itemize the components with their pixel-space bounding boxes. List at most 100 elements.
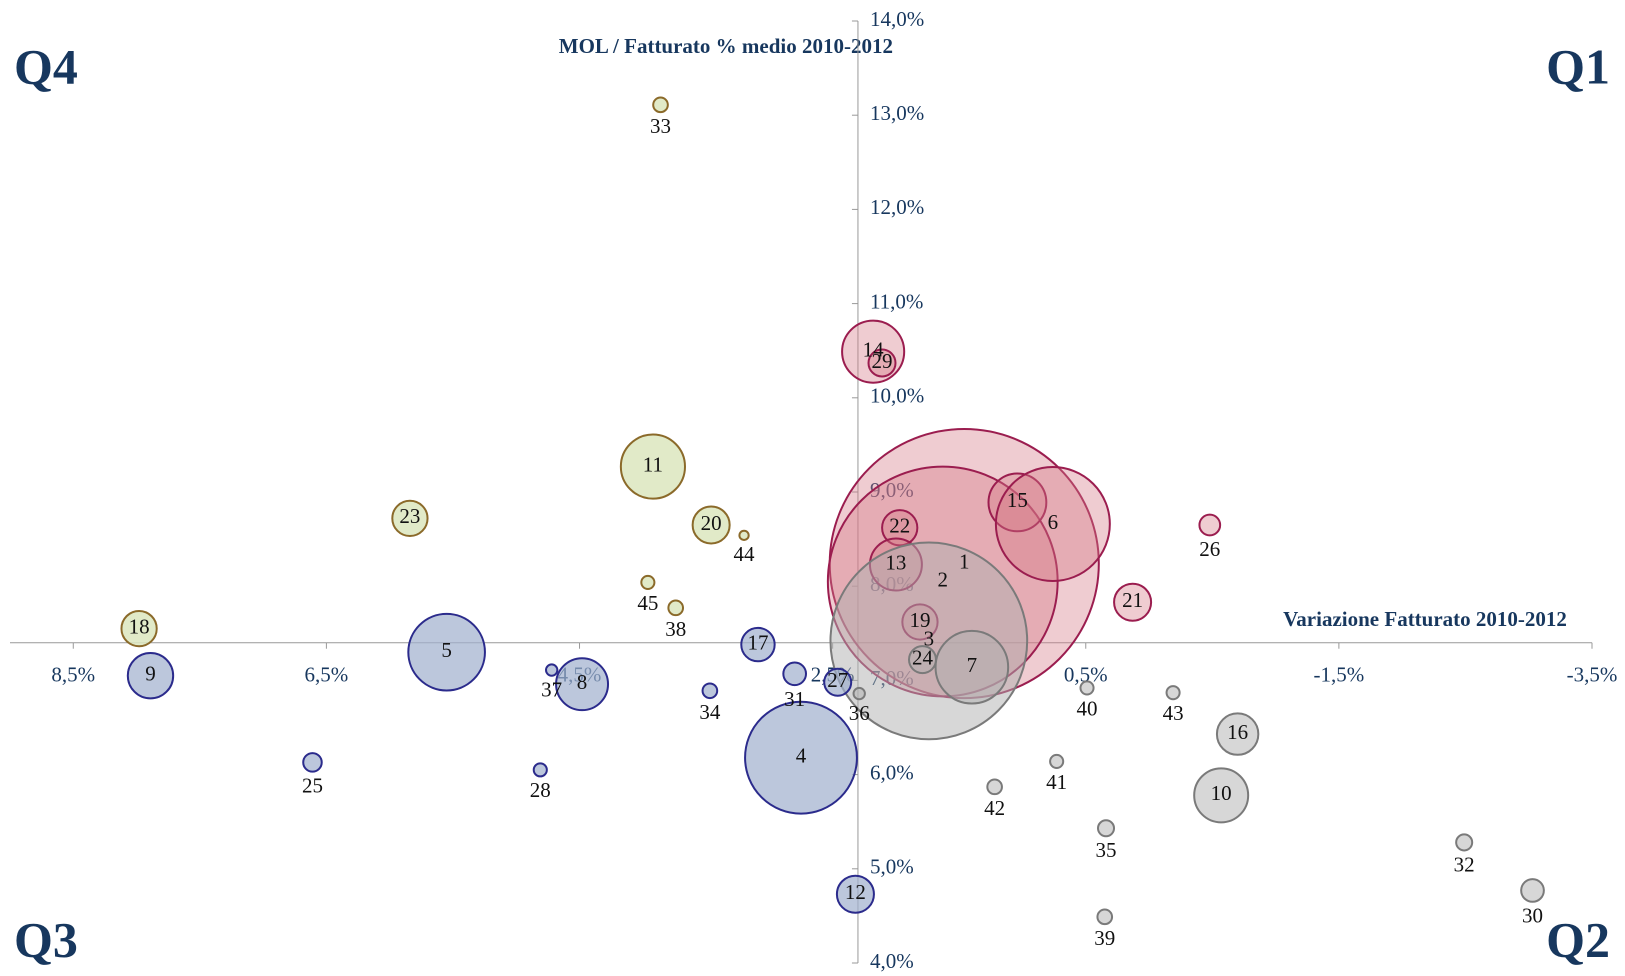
bubble-label: 9 <box>145 662 156 686</box>
bubble-label: 4 <box>796 743 807 767</box>
bubble-label: 12 <box>845 880 866 904</box>
bubble-label: 15 <box>1007 488 1028 512</box>
bubble <box>823 667 853 697</box>
bubble-label: 18 <box>129 614 150 638</box>
bubble <box>1193 767 1250 824</box>
bubble <box>391 499 429 538</box>
x-tick-label: 6,5% <box>305 663 349 687</box>
bubble <box>835 874 875 914</box>
x-axis-title: Variazione Fatturato 2010-2012 <box>1283 607 1567 631</box>
quadrant-label: Q3 <box>14 911 78 967</box>
bubble-label: 10 <box>1211 781 1232 805</box>
x-tick-label: -3,5% <box>1567 663 1618 687</box>
bubble <box>1113 582 1153 622</box>
bubble <box>1520 878 1545 903</box>
y-tick-label: 11,0% <box>870 289 923 313</box>
bubble-label: 36 <box>849 701 870 725</box>
bubble <box>1215 712 1260 756</box>
y-tick-label: 6,0% <box>870 760 914 784</box>
bubble <box>691 505 731 545</box>
bubble-label: 20 <box>701 511 722 535</box>
y-tick-label: 13,0% <box>870 101 924 125</box>
bubble-label: 11 <box>643 452 663 476</box>
bubble-label: 45 <box>637 591 658 615</box>
bubble-label: 21 <box>1122 588 1143 612</box>
bubble <box>1096 819 1116 838</box>
quadrant-label: Q2 <box>1546 911 1610 967</box>
bubble-label: 2 <box>937 567 948 591</box>
bubble <box>994 466 1111 583</box>
bubble-label: 34 <box>699 700 721 724</box>
bubble <box>640 574 656 590</box>
bubble-label: 28 <box>530 778 551 802</box>
bubble <box>407 612 486 692</box>
bubble <box>934 629 1010 705</box>
bubble <box>852 686 866 701</box>
quadrant-label: Q4 <box>14 38 78 94</box>
bubble-label: 3 <box>924 627 935 651</box>
bubble-label: 37 <box>541 678 562 702</box>
bubble-label: 33 <box>650 114 671 138</box>
bubble-label: 29 <box>871 349 892 373</box>
bubble-label: 35 <box>1096 838 1117 862</box>
bubble <box>782 661 808 687</box>
y-tick-label: 4,0% <box>870 949 914 973</box>
y-tick-label: 9,0% <box>870 478 914 502</box>
y-tick-label: 14,0% <box>870 7 924 31</box>
bubble <box>126 652 175 700</box>
bubble <box>740 626 776 663</box>
bubble <box>652 96 669 114</box>
bubble-label: 44 <box>734 542 756 566</box>
bubble-label: 25 <box>302 773 323 797</box>
bubble-label: 27 <box>827 668 848 692</box>
bubble <box>619 433 686 500</box>
bubble-label: 39 <box>1094 926 1115 950</box>
bubble-label: 41 <box>1046 770 1067 794</box>
bubble <box>667 599 685 617</box>
bubble <box>1455 833 1474 852</box>
y-tick-label: 5,0% <box>870 855 914 879</box>
bubble <box>701 682 719 700</box>
bubble-label: 42 <box>984 796 1005 820</box>
bubble-label: 24 <box>912 645 934 669</box>
y-tick-label: 12,0% <box>870 195 924 219</box>
bubble-label: 38 <box>665 617 686 641</box>
bubble <box>555 657 610 712</box>
bubble <box>1049 753 1065 769</box>
bubble-label: 5 <box>441 638 452 662</box>
y-axis-title: MOL / Fatturato % medio 2010-2012 <box>559 34 893 58</box>
bubble-label: 40 <box>1077 696 1098 720</box>
bubble-label: 19 <box>909 608 930 632</box>
bubble-label: 14 <box>863 337 885 361</box>
bubble <box>532 762 548 778</box>
bubble-label: 43 <box>1163 701 1184 725</box>
bubble-label: 1 <box>959 549 970 573</box>
quadrant-label: Q1 <box>1546 38 1610 94</box>
bubble-label: 6 <box>1048 510 1059 534</box>
bubble-label: 17 <box>747 630 768 654</box>
bubble <box>987 472 1048 533</box>
bubble <box>545 663 559 677</box>
bubble <box>881 509 919 547</box>
bubble-label: 26 <box>1199 537 1220 561</box>
bubble <box>120 609 158 648</box>
bubble-label: 8 <box>577 670 588 694</box>
bubble <box>738 529 750 541</box>
bubble <box>302 752 323 773</box>
bubble-label: 22 <box>889 514 910 538</box>
bubble <box>744 700 858 815</box>
bubble <box>1079 680 1095 696</box>
bubble <box>1165 685 1181 701</box>
x-tick-label: -1,5% <box>1314 663 1365 687</box>
bubble-label: 7 <box>967 653 978 677</box>
bubble-label: 30 <box>1522 904 1543 928</box>
bubble-label: 13 <box>885 550 906 574</box>
bubble-label: 23 <box>399 504 420 528</box>
bubble <box>986 778 1003 796</box>
bubble <box>1096 908 1114 926</box>
bubble-label: 16 <box>1227 720 1248 744</box>
bubble <box>867 348 897 378</box>
bubble-label: 32 <box>1454 852 1475 876</box>
